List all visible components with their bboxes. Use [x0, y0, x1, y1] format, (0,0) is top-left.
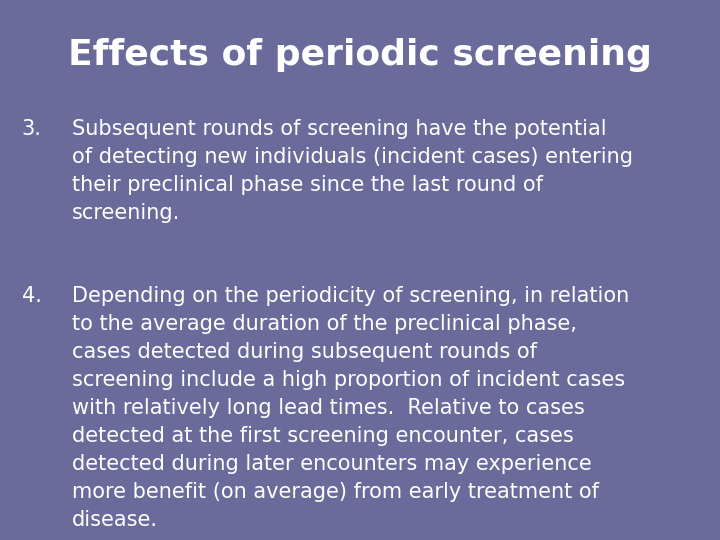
Text: Subsequent rounds of screening have the potential
of detecting new individuals (: Subsequent rounds of screening have the … [72, 119, 633, 223]
Text: 4.: 4. [22, 286, 42, 306]
Text: Depending on the periodicity of screening, in relation
to the average duration o: Depending on the periodicity of screenin… [72, 286, 629, 530]
Text: Effects of periodic screening: Effects of periodic screening [68, 38, 652, 72]
Text: 3.: 3. [22, 119, 42, 139]
